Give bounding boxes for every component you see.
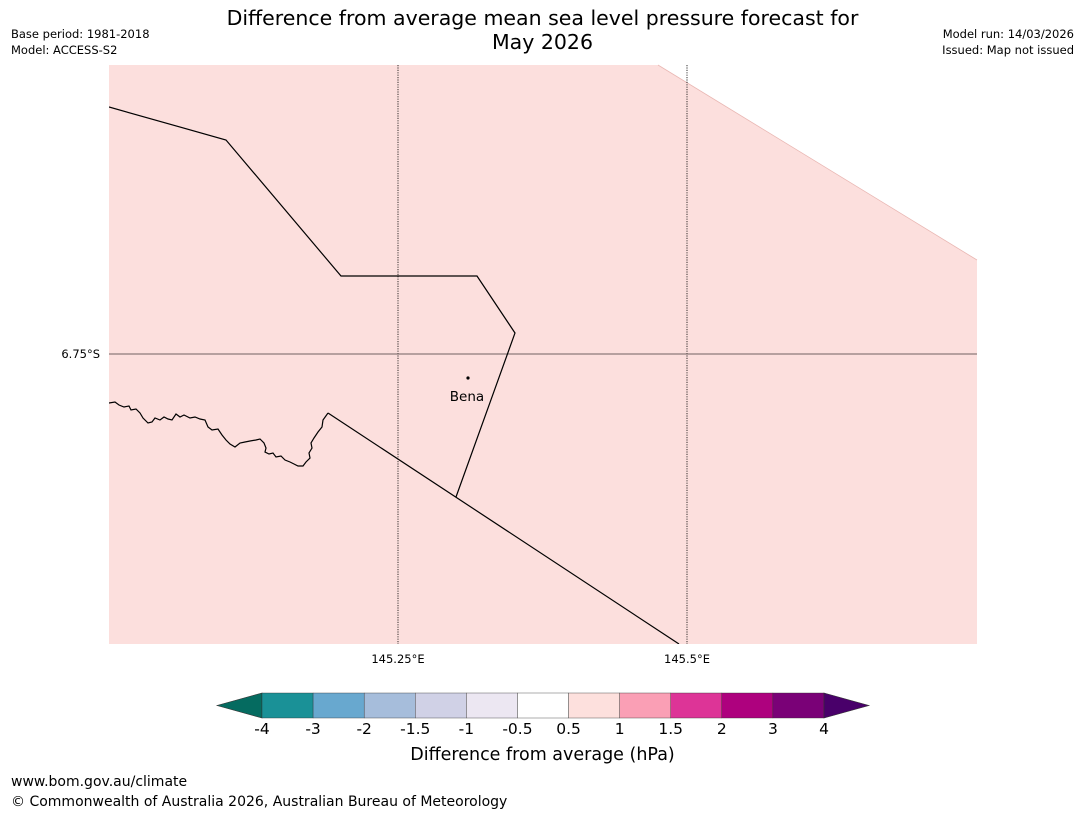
colorbar-tick-label: 2 bbox=[716, 720, 727, 738]
base-period-text: Base period: 1981-2018 bbox=[11, 27, 150, 41]
colorbar-tick-label: 4 bbox=[819, 720, 829, 738]
colorbar-segment bbox=[415, 692, 467, 719]
colorbar-segment bbox=[568, 692, 620, 719]
colorbar-segment bbox=[772, 692, 825, 719]
footer-copyright: © Commonwealth of Australia 2026, Austra… bbox=[11, 794, 508, 810]
boundary-line-north bbox=[109, 106, 516, 498]
issued-text: Issued: Map not issued bbox=[942, 43, 1074, 57]
colorbar bbox=[215, 692, 871, 719]
footer-url: www.bom.gov.au/climate bbox=[11, 774, 188, 790]
boundary-line-river bbox=[109, 401, 329, 467]
colorbar-segment bbox=[721, 692, 774, 719]
map-title-line1: Difference from average mean sea level p… bbox=[226, 6, 859, 30]
colorbar-tick-label: -1.5 bbox=[400, 720, 431, 738]
colorbar-segment bbox=[363, 692, 416, 719]
colorbar-tick-label: -3 bbox=[305, 720, 321, 738]
colorbar-tick-label: 0.5 bbox=[556, 720, 581, 738]
longitude-label-145-25: 145.25°E bbox=[371, 652, 424, 666]
colorbar-segment bbox=[466, 692, 518, 719]
colorbar-tick-label: 1 bbox=[614, 720, 625, 738]
colorbar-segment bbox=[517, 692, 569, 719]
colorbar-tick-label: 1.5 bbox=[658, 720, 684, 738]
province-boundaries bbox=[109, 106, 680, 644]
colorbar-segment bbox=[312, 692, 365, 719]
colorbar-label: Difference from average (hPa) bbox=[410, 745, 675, 765]
colorbar-tick-label: -1 bbox=[458, 720, 475, 738]
map-title-line2: May 2026 bbox=[491, 30, 594, 54]
colorbar-segment bbox=[670, 692, 723, 719]
model-text: Model: ACCESS-S2 bbox=[11, 43, 118, 57]
map-title: Difference from average mean sea level p… bbox=[0, 6, 1085, 54]
model-run-text: Model run: 14/03/2026 bbox=[942, 27, 1074, 41]
boundary-line-south bbox=[327, 412, 680, 644]
gridlines bbox=[109, 65, 977, 644]
colorbar-segment bbox=[619, 692, 671, 719]
town-marker bbox=[466, 376, 470, 380]
colorbar-tick-label: -0.5 bbox=[502, 720, 533, 738]
colorbar-tick-label: -2 bbox=[356, 720, 372, 738]
meta-left: Base period: 1981-2018 Model: ACCESS-S2 bbox=[11, 26, 150, 58]
colorbar-segment bbox=[261, 692, 314, 719]
colorbar-extend-high bbox=[823, 692, 871, 719]
colorbar-tick-label: -4 bbox=[254, 720, 270, 738]
colorbar-tick-label: 3 bbox=[767, 720, 778, 738]
longitude-label-145-5: 145.5°E bbox=[664, 652, 710, 666]
colorbar-extend-low bbox=[215, 692, 263, 719]
latitude-label: 6.75°S bbox=[61, 347, 100, 361]
meta-right: Model run: 14/03/2026 Issued: Map not is… bbox=[942, 26, 1074, 58]
town-label: Bena bbox=[450, 389, 484, 405]
map-boundary-edge bbox=[657, 64, 978, 261]
